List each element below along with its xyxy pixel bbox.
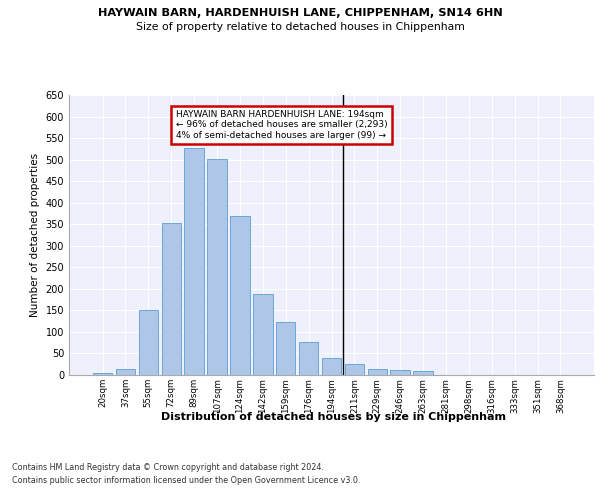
Text: Size of property relative to detached houses in Chippenham: Size of property relative to detached ho…	[136, 22, 464, 32]
Text: Contains public sector information licensed under the Open Government Licence v3: Contains public sector information licen…	[12, 476, 361, 485]
Text: Distribution of detached houses by size in Chippenham: Distribution of detached houses by size …	[161, 412, 506, 422]
Bar	[276, 322, 295, 375]
Text: HAYWAIN BARN, HARDENHUISH LANE, CHIPPENHAM, SN14 6HN: HAYWAIN BARN, HARDENHUISH LANE, CHIPPENH…	[98, 8, 502, 18]
Bar	[322, 358, 341, 375]
Bar	[344, 364, 364, 375]
Text: Contains HM Land Registry data © Crown copyright and database right 2024.: Contains HM Land Registry data © Crown c…	[12, 464, 324, 472]
Bar	[299, 342, 319, 375]
Bar	[253, 294, 272, 375]
Bar	[230, 216, 250, 375]
Y-axis label: Number of detached properties: Number of detached properties	[30, 153, 40, 317]
Bar	[413, 370, 433, 375]
Bar	[184, 148, 204, 375]
Bar	[116, 370, 135, 375]
Bar	[161, 223, 181, 375]
Bar	[139, 310, 158, 375]
Bar	[208, 159, 227, 375]
Bar	[391, 370, 410, 375]
Text: HAYWAIN BARN HARDENHUISH LANE: 194sqm
← 96% of detached houses are smaller (2,29: HAYWAIN BARN HARDENHUISH LANE: 194sqm ← …	[176, 110, 388, 140]
Bar	[93, 373, 112, 375]
Bar	[368, 370, 387, 375]
